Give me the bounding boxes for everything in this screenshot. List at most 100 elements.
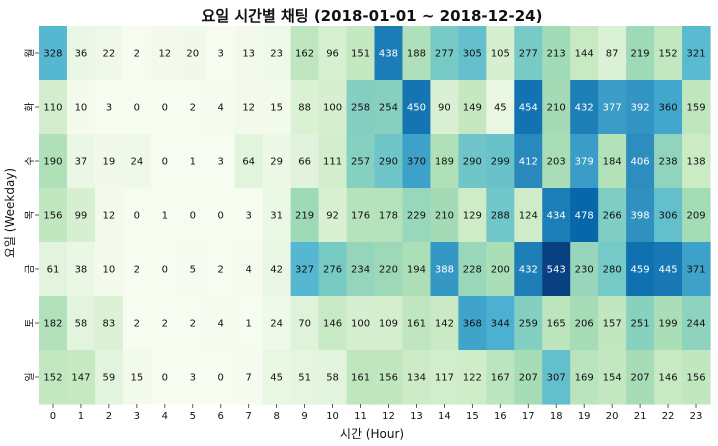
cell-value-label: 110	[43, 103, 62, 114]
cell-value-label: 10	[103, 265, 116, 276]
cell-value-label: 24	[130, 157, 143, 168]
cell-value-label: 61	[47, 265, 60, 276]
cell-value-label: 2	[162, 319, 168, 330]
cell-value-label: 3	[218, 157, 224, 168]
cell-value-label: 3	[190, 373, 196, 384]
cell-value-label: 2	[134, 319, 140, 330]
cell-value-label: 290	[463, 157, 482, 168]
cell-value-label: 105	[491, 49, 510, 60]
cell-value-label: 0	[162, 265, 168, 276]
cell-value-label: 412	[519, 157, 538, 168]
cell-value-label: 38	[75, 265, 88, 276]
cell-value-label: 13	[242, 49, 255, 60]
cell-value-label: 176	[351, 211, 370, 222]
x-tick-label: 20	[606, 411, 619, 422]
x-tick-label: 1	[78, 411, 84, 422]
cell-value-label: 182	[43, 319, 62, 330]
cell-value-label: 5	[190, 265, 196, 276]
cell-value-label: 0	[162, 103, 168, 114]
x-tick-label: 4	[162, 411, 168, 422]
cell-value-label: 3	[218, 49, 224, 60]
cell-value-label: 251	[631, 319, 650, 330]
cell-value-label: 219	[631, 49, 650, 60]
cell-value-label: 290	[379, 157, 398, 168]
cell-value-label: 23	[270, 49, 283, 60]
cell-value-label: 146	[659, 373, 678, 384]
cell-value-label: 194	[407, 265, 426, 276]
x-tick-label: 17	[522, 411, 535, 422]
cell-value-label: 388	[435, 265, 454, 276]
cell-value-label: 156	[379, 373, 398, 384]
x-tick-label: 3	[134, 411, 140, 422]
cell-value-label: 307	[547, 373, 566, 384]
cell-value-label: 90	[438, 103, 451, 114]
cell-value-label: 24	[270, 319, 283, 330]
cell-value-label: 70	[298, 319, 311, 330]
x-tick-label: 21	[634, 411, 647, 422]
cell-value-label: 167	[491, 373, 510, 384]
y-tick-label: 토	[25, 318, 36, 327]
x-axis-ticks: 0 1 2 3 4 5 6 7 8 9 10 11 12 13 14 15 16 17 18 19 20 21 22 23	[50, 404, 703, 422]
cell-value-label: 190	[43, 157, 62, 168]
cell-value-label: 66	[298, 157, 311, 168]
x-tick-label: 6	[218, 411, 224, 422]
x-tick-label: 16	[494, 411, 507, 422]
cell-value-label: 230	[575, 265, 594, 276]
cell-value-label: 2	[190, 319, 196, 330]
x-tick-label: 18	[550, 411, 563, 422]
cell-value-label: 213	[547, 49, 566, 60]
cell-value-label: 45	[270, 373, 283, 384]
cell-value-label: 0	[162, 157, 168, 168]
cell-value-label: 15	[270, 103, 283, 114]
cell-value-label: 51	[298, 373, 311, 384]
cell-value-label: 206	[575, 319, 594, 330]
cell-value-label: 3	[106, 103, 112, 114]
cell-value-label: 277	[435, 49, 454, 60]
cell-value-label: 42	[270, 265, 283, 276]
cell-value-label: 159	[686, 103, 705, 114]
cell-value-label: 87	[606, 49, 619, 60]
x-tick-label: 14	[438, 411, 451, 422]
cell-value-label: 543	[547, 265, 566, 276]
cell-value-label: 199	[659, 319, 678, 330]
cell-value-label: 12	[103, 211, 116, 222]
cell-value-label: 1	[246, 319, 252, 330]
cell-value-label: 200	[491, 265, 510, 276]
cell-value-label: 220	[379, 265, 398, 276]
cell-value-label: 370	[407, 157, 426, 168]
cell-value-label: 147	[71, 373, 90, 384]
cell-value-label: 184	[603, 157, 622, 168]
cell-value-label: 277	[519, 49, 538, 60]
cell-value-label: 138	[686, 157, 705, 168]
x-tick-label: 7	[246, 411, 252, 422]
cell-value-label: 207	[519, 373, 538, 384]
cell-value-label: 432	[575, 103, 594, 114]
cell-value-label: 445	[659, 265, 678, 276]
cell-value-label: 321	[686, 49, 705, 60]
cell-value-label: 117	[435, 373, 454, 384]
cell-value-label: 432	[519, 265, 538, 276]
cell-value-label: 450	[407, 103, 426, 114]
cell-value-label: 1	[162, 211, 168, 222]
x-tick-label: 10	[326, 411, 339, 422]
cell-value-label: 7	[246, 373, 252, 384]
cell-value-label: 4	[246, 265, 252, 276]
cell-value-label: 266	[603, 211, 622, 222]
chart-title: 요일 시간별 채팅 (2018-01-01 ~ 2018-12-24)	[202, 7, 543, 25]
cell-value-label: 152	[659, 49, 678, 60]
x-tick-label: 8	[273, 411, 279, 422]
x-tick-label: 22	[662, 411, 675, 422]
cell-value-label: 92	[326, 211, 339, 222]
cell-value-label: 210	[435, 211, 454, 222]
x-tick-label: 13	[410, 411, 423, 422]
cell-value-label: 111	[323, 157, 342, 168]
cell-value-label: 100	[323, 103, 342, 114]
cell-value-label: 10	[75, 103, 88, 114]
y-tick-label: 월	[24, 48, 36, 57]
cell-value-label: 100	[351, 319, 370, 330]
cell-value-label: 29	[270, 157, 283, 168]
cell-value-label: 88	[298, 103, 311, 114]
x-tick-label: 12	[382, 411, 395, 422]
cell-value-label: 36	[75, 49, 88, 60]
x-tick-label: 23	[690, 411, 703, 422]
